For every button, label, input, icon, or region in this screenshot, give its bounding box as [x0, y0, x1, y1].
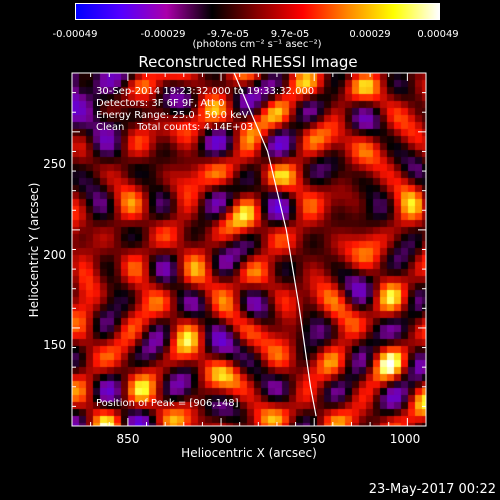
y-tick-label: 250 — [43, 157, 66, 171]
colorbar-tick-label: 9.7e-05 — [270, 29, 310, 40]
y-axis-label: Heliocentric Y (arcsec) — [27, 182, 41, 318]
solar-limb-curve — [233, 72, 317, 417]
annotation-time-range: 30-Sep-2014 19:23:32.000 to 19:33:32.000 — [96, 86, 315, 97]
y-tick-label: 150 — [43, 338, 66, 352]
colorbar-unit-label: (photons cm⁻² s⁻¹ asec⁻²) — [192, 39, 322, 50]
colorbar-tick-label: -0.00049 — [52, 29, 98, 40]
chart-title: Reconstructed RHESSI Image — [138, 53, 358, 71]
x-tick-label: 900 — [209, 432, 233, 446]
annotation-peak-position: Position of Peak = [906,148] — [96, 398, 239, 409]
heatmap-plot-area — [72, 73, 426, 426]
x-tick-label: 950 — [302, 432, 326, 446]
colorbar-tick-label: -9.7e-05 — [207, 29, 249, 40]
y-tick-label: 200 — [43, 248, 66, 262]
annotation-energy-range: Energy Range: 25.0 - 50.0 keV — [96, 110, 249, 121]
colorbar-tick-label: 0.00029 — [349, 29, 391, 40]
colorbar-tick-label: -0.00029 — [140, 29, 186, 40]
colorbar-tick-label: 0.00049 — [417, 29, 459, 40]
x-tick-label: 1000 — [389, 432, 421, 446]
annotation-total-counts: Clean Total counts: 4.14E+03 — [96, 122, 254, 133]
colorbar — [75, 3, 440, 20]
timestamp: 23-May-2017 00:22 — [368, 482, 496, 497]
x-axis-label: Heliocentric X (arcsec) — [181, 446, 317, 460]
heatmap-image — [72, 73, 426, 426]
x-tick-label: 850 — [116, 432, 140, 446]
annotation-detectors: Detectors: 3F 6F 9F, Att 0 — [96, 98, 225, 109]
